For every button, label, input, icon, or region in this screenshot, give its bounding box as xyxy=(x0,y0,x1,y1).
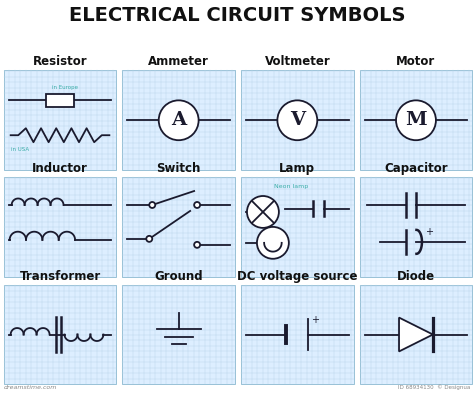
Text: ID 68934130  © Designua: ID 68934130 © Designua xyxy=(398,385,470,390)
Circle shape xyxy=(146,236,152,242)
Circle shape xyxy=(194,202,200,208)
Text: in Europe: in Europe xyxy=(52,85,78,90)
Text: DC voltage source: DC voltage source xyxy=(237,270,357,283)
Text: Lamp: Lamp xyxy=(279,162,315,175)
Text: Inductor: Inductor xyxy=(32,162,88,175)
Text: Neon lamp: Neon lamp xyxy=(273,184,308,189)
Bar xyxy=(122,285,235,384)
Text: +: + xyxy=(311,314,319,325)
Text: +: + xyxy=(425,227,433,237)
Text: Resistor: Resistor xyxy=(33,55,87,68)
Text: Motor: Motor xyxy=(396,55,436,68)
Text: Switch: Switch xyxy=(156,162,201,175)
Circle shape xyxy=(277,100,317,140)
Circle shape xyxy=(396,100,436,140)
Bar xyxy=(122,177,235,277)
Text: Voltmeter: Voltmeter xyxy=(264,55,330,68)
Polygon shape xyxy=(399,318,433,352)
Text: Ground: Ground xyxy=(155,270,203,283)
Text: V: V xyxy=(290,111,305,129)
Circle shape xyxy=(247,196,279,228)
Bar xyxy=(4,285,116,384)
Bar xyxy=(360,177,472,277)
Bar xyxy=(241,285,354,384)
Bar xyxy=(4,70,116,170)
Bar xyxy=(360,285,472,384)
Circle shape xyxy=(257,227,289,259)
Text: dreamstime.com: dreamstime.com xyxy=(4,385,57,390)
Text: Diode: Diode xyxy=(397,270,435,283)
Bar xyxy=(46,94,74,107)
Text: Capacitor: Capacitor xyxy=(384,162,448,175)
Circle shape xyxy=(149,202,155,208)
Bar xyxy=(241,70,354,170)
Text: Ammeter: Ammeter xyxy=(148,55,209,68)
Circle shape xyxy=(159,100,199,140)
Bar xyxy=(360,70,472,170)
Bar xyxy=(122,70,235,170)
Text: in USA: in USA xyxy=(11,147,29,152)
Text: M: M xyxy=(405,111,427,129)
Text: Transformer: Transformer xyxy=(19,270,100,283)
Bar xyxy=(4,177,116,277)
Text: A: A xyxy=(171,111,186,129)
Text: ELECTRICAL CIRCUIT SYMBOLS: ELECTRICAL CIRCUIT SYMBOLS xyxy=(69,6,405,25)
Bar xyxy=(241,177,354,277)
Circle shape xyxy=(194,242,200,248)
